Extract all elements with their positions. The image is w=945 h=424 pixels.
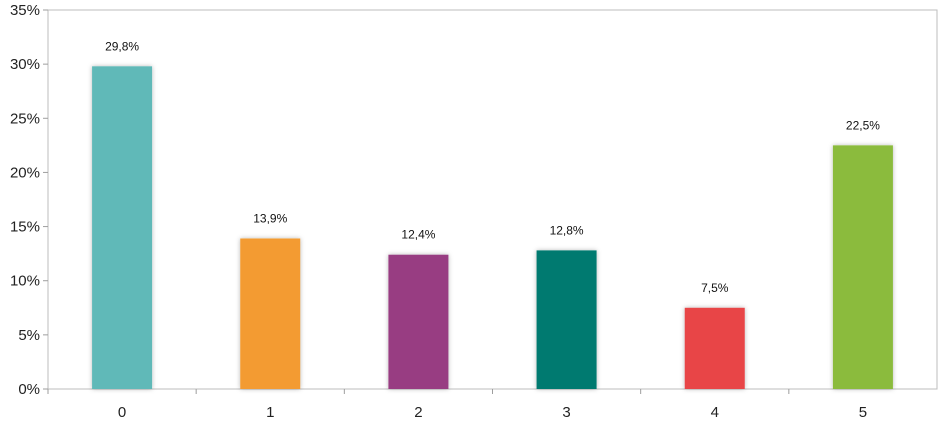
data-labels: 29,8% 13,9% 12,4% 12,8% 7,5% 22,5%	[105, 39, 880, 294]
x-tick-label: 5	[859, 404, 867, 421]
data-label-3: 12,8%	[550, 223, 584, 237]
bar-3	[536, 250, 597, 389]
y-tick-label: 10%	[10, 273, 40, 290]
data-label-4: 7,5%	[701, 281, 729, 295]
bar-2	[388, 254, 449, 389]
y-tick-label: 30%	[10, 56, 40, 73]
bar-5	[832, 145, 893, 389]
y-tick-label: 25%	[10, 110, 40, 127]
data-label-1: 13,9%	[253, 211, 287, 225]
y-tick-label: 0%	[18, 381, 40, 398]
y-axis: 0% 5% 10% 15% 20% 25% 30% 35%	[10, 2, 48, 398]
bar-4	[684, 307, 745, 389]
x-tick-label: 4	[711, 404, 719, 421]
bar-1	[240, 238, 301, 389]
x-tick-label: 0	[118, 404, 126, 421]
bar-0	[92, 66, 153, 390]
y-tick-label: 20%	[10, 164, 40, 181]
x-axis: 0 1 2 3 4 5	[47, 389, 867, 421]
data-label-2: 12,4%	[401, 228, 435, 242]
x-tick-label: 2	[414, 404, 422, 421]
plot-area-border	[47, 9, 938, 390]
data-label-0: 29,8%	[105, 39, 139, 53]
data-label-5: 22,5%	[846, 118, 880, 132]
y-tick-label: 35%	[10, 2, 40, 19]
bars	[92, 66, 893, 390]
x-tick-label: 3	[562, 404, 570, 421]
x-tick-label: 1	[266, 404, 274, 421]
y-tick-label: 15%	[10, 219, 40, 236]
y-tick-label: 5%	[18, 327, 40, 344]
